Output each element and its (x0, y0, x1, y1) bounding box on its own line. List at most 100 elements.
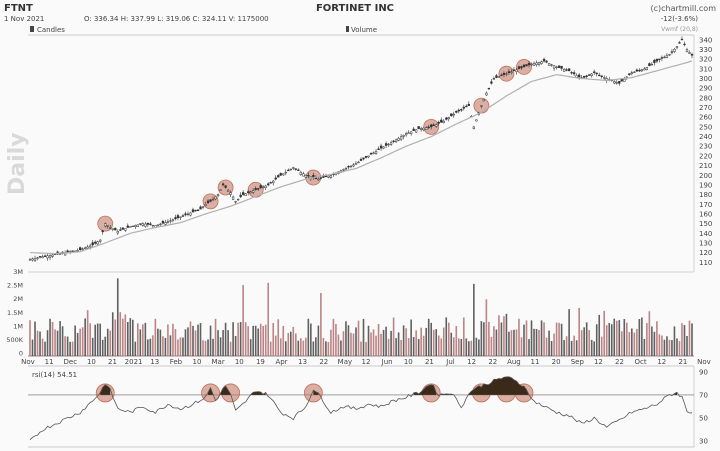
volume-bar (440, 338, 443, 356)
candle-body (535, 62, 538, 65)
x-tick-label: 11 (531, 358, 540, 366)
candle-body (201, 206, 205, 208)
candle-body (472, 126, 475, 129)
volume-bar (508, 331, 510, 356)
candle-body (670, 51, 674, 53)
candle-body (302, 173, 305, 177)
candle-body (352, 164, 355, 167)
ohlc-readout: O: 336.34 H: 337.99 L: 319.06 C: 324.11 … (84, 15, 269, 23)
volume-bar (66, 336, 69, 356)
candle-body (164, 222, 167, 225)
candle-body (84, 247, 87, 249)
candle-body (673, 48, 676, 52)
volume-bar (167, 324, 169, 356)
candle-body (465, 105, 468, 108)
candle-body (685, 49, 689, 53)
volume-bar (681, 323, 683, 356)
volume-bar (575, 340, 578, 356)
candle-body (209, 199, 212, 202)
candle-body (129, 226, 132, 228)
volume-bar (164, 337, 167, 356)
candle-body (282, 173, 285, 176)
ticker-label: FTNT (4, 3, 33, 14)
volume-bar (488, 321, 490, 356)
volume-bar (234, 335, 237, 356)
volume-bar (264, 324, 267, 356)
candle-body (623, 78, 626, 82)
x-tick-label: 10 (193, 358, 202, 366)
candle-body (204, 204, 207, 206)
volume-bar (350, 332, 352, 356)
candle-body (48, 255, 52, 258)
candle-body (156, 224, 160, 226)
volume-bar (106, 328, 109, 356)
candle-body (264, 185, 267, 188)
volume-bar (518, 318, 520, 356)
candle-body (532, 63, 536, 66)
volume-bar (355, 327, 357, 356)
x-tick-label: 11 (45, 358, 54, 366)
candle-body (595, 72, 598, 75)
candle-body (495, 75, 498, 78)
volume-bar (653, 331, 656, 356)
candle-body (645, 67, 649, 70)
volume-bar (302, 340, 305, 356)
axes: 1101201301401501601701801902002102202302… (6, 36, 712, 445)
volume-bar (277, 319, 280, 356)
candle-body (377, 148, 380, 150)
volume-bar (56, 330, 59, 356)
candle-body (257, 188, 260, 190)
x-tick-label: Feb (170, 358, 183, 366)
volume-bar (179, 337, 182, 356)
volume-bar (425, 327, 427, 356)
candle-body (327, 175, 330, 178)
candle-body (146, 223, 150, 225)
volume-bar (242, 285, 244, 356)
candle-body (394, 139, 398, 143)
candle-body (683, 43, 686, 46)
volume-bar (452, 337, 455, 356)
candle-body (357, 161, 360, 164)
x-tick-label: Dec (64, 358, 78, 366)
volume-bar (154, 318, 157, 356)
volume-bar (395, 338, 397, 356)
volume-bar (289, 331, 292, 356)
candle-body (96, 241, 99, 245)
candle-body (445, 117, 448, 120)
candle-body (319, 177, 323, 179)
candle-body (415, 129, 418, 133)
chart-title: FORTINET INC (316, 3, 394, 14)
candles-legend: Candles (37, 26, 65, 34)
candle-body (221, 183, 225, 186)
candle-body (467, 103, 470, 106)
x-tick-label: May (338, 358, 352, 366)
volume-bar (626, 322, 628, 356)
candle-body (179, 216, 182, 218)
candle-body (402, 134, 405, 137)
x-tick-label: 21 (108, 358, 117, 366)
volume-series (29, 278, 693, 356)
volume-bar (375, 335, 377, 356)
candle-body (618, 81, 621, 84)
volume-bar (628, 332, 631, 356)
volume-bar (558, 322, 560, 356)
candle-body (169, 220, 172, 222)
volume-bar (132, 319, 134, 356)
candle-body (457, 109, 460, 112)
volume-bar (177, 339, 179, 356)
volume-bar (124, 314, 127, 356)
volume-bar (387, 338, 390, 356)
rsi-highlight-circle (303, 383, 323, 403)
volume-bar (284, 341, 287, 356)
volume-bar (377, 323, 380, 356)
volume-bar (490, 336, 493, 356)
candle-body (31, 258, 34, 261)
volume-bar (207, 339, 209, 356)
volume-bar (29, 320, 31, 356)
volume-bar (676, 338, 678, 356)
volume-tick-label: 1.5M (7, 309, 23, 317)
candle-body (387, 143, 390, 146)
rsi-overbought-fill (208, 387, 214, 395)
volume-bar (563, 340, 565, 356)
price-tick-label: 240 (699, 133, 712, 141)
